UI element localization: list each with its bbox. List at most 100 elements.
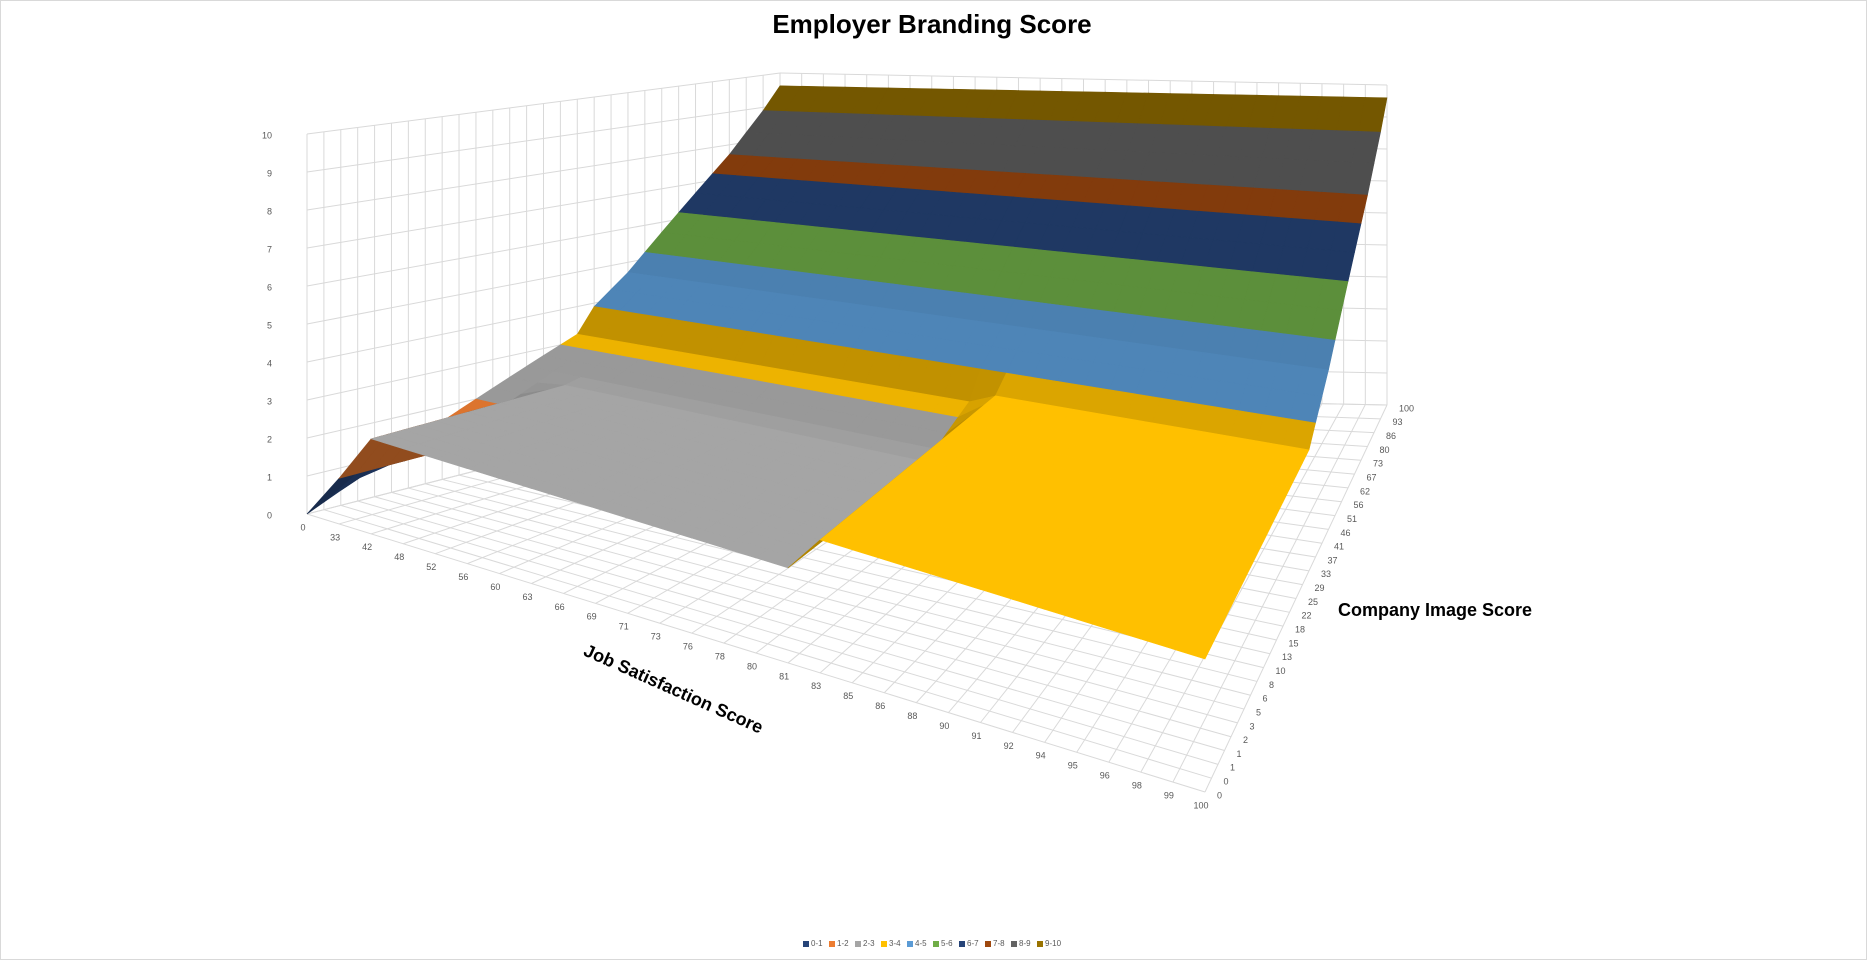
legend-label: 0-1 — [811, 939, 823, 948]
depth-tick-label: 2 — [1243, 735, 1248, 745]
x-tick-label: 90 — [939, 721, 949, 731]
x-tick-label: 63 — [522, 592, 532, 602]
x-tick-label: 33 — [330, 532, 340, 542]
legend-label: 9-10 — [1045, 939, 1062, 948]
x-tick-label: 81 — [779, 671, 789, 681]
legend-label: 8-9 — [1019, 939, 1031, 948]
legend-swatch — [855, 941, 861, 947]
x-tick-label: 96 — [1100, 771, 1110, 781]
x-tick-label: 71 — [619, 622, 629, 632]
depth-tick-label: 86 — [1386, 431, 1396, 441]
legend-swatch — [1011, 941, 1017, 947]
x-tick-label: 42 — [362, 542, 372, 552]
depth-tick-label: 13 — [1282, 652, 1292, 662]
legend-swatch — [1037, 941, 1043, 947]
grid-line — [306, 104, 781, 173]
grid-line — [779, 72, 1388, 86]
z-tick-label: 6 — [267, 282, 272, 292]
legend-label: 3-4 — [889, 939, 901, 948]
z-tick-label: 7 — [267, 244, 272, 254]
floor-line — [357, 500, 1225, 752]
z-tick-label: 1 — [267, 472, 272, 482]
legend-label: 4-5 — [915, 939, 927, 948]
x-tick-label: 98 — [1132, 781, 1142, 791]
legend-label: 1-2 — [837, 939, 849, 948]
x-tick-label: 94 — [1036, 751, 1046, 761]
depth-tick-label: 62 — [1360, 486, 1370, 496]
legend-label: 2-3 — [863, 939, 875, 948]
floor-line — [323, 509, 1212, 779]
depth-tick-label: 1 — [1230, 763, 1235, 773]
x-tick-label: 60 — [490, 582, 500, 592]
depth-tick-label: 1 — [1237, 749, 1242, 759]
x-tick-label: 78 — [715, 651, 725, 661]
z-tick-label: 8 — [267, 206, 272, 216]
x-tick-label: 95 — [1068, 761, 1078, 771]
grid-line — [306, 168, 781, 249]
x-tick-label: 73 — [651, 632, 661, 642]
z-tick-label: 3 — [267, 396, 272, 406]
depth-tick-label: 10 — [1276, 666, 1286, 676]
x-tick-label: 0 — [300, 522, 305, 532]
depth-tick-label: 37 — [1328, 555, 1338, 565]
floor-line — [408, 487, 1245, 710]
x-tick-label: 100 — [1193, 800, 1208, 810]
depth-tick-label: 46 — [1341, 528, 1351, 538]
x-tick-label: 69 — [587, 612, 597, 622]
depth-tick-label: 93 — [1393, 417, 1403, 427]
depth-tick-label: 25 — [1308, 597, 1318, 607]
z-tick-label: 10 — [262, 130, 272, 140]
z-tick-label: 2 — [267, 434, 272, 444]
x-tick-label: 99 — [1164, 790, 1174, 800]
z-tick-label: 0 — [267, 510, 272, 520]
legend-swatch — [933, 941, 939, 947]
depth-tick-label: 73 — [1373, 459, 1383, 469]
legend-swatch — [803, 941, 809, 947]
x-tick-label: 85 — [843, 691, 853, 701]
depth-tick-label: 8 — [1269, 680, 1274, 690]
depth-tick-label: 29 — [1315, 583, 1325, 593]
depth-tick-label: 51 — [1347, 514, 1357, 524]
depth-tick-label: 0 — [1217, 790, 1222, 800]
grid-line — [306, 72, 781, 135]
surface-cell — [1172, 635, 1212, 660]
depth-tick-label: 0 — [1224, 777, 1229, 787]
x-tick-label: 83 — [811, 681, 821, 691]
x-tick-label: 80 — [747, 661, 757, 671]
legend-swatch — [881, 941, 887, 947]
legend-label: 7-8 — [993, 939, 1005, 948]
z-tick-label: 4 — [267, 358, 272, 368]
legend-swatch — [985, 941, 991, 947]
floor-line — [340, 504, 1219, 765]
depth-tick-label: 67 — [1367, 472, 1377, 482]
x-tick-label: 48 — [394, 552, 404, 562]
depth-tick-label: 100 — [1399, 403, 1414, 413]
floor-line — [442, 478, 1258, 682]
grid-line — [306, 136, 781, 211]
depth-tick-label: 33 — [1321, 569, 1331, 579]
x-tick-label: 92 — [1004, 741, 1014, 751]
legend-label: 6-7 — [967, 939, 979, 948]
x-tick-label: 52 — [426, 562, 436, 572]
legend-label: 5-6 — [941, 939, 953, 948]
floor-line — [425, 483, 1251, 696]
depth-tick-label: 80 — [1380, 445, 1390, 455]
floor-line — [374, 496, 1232, 738]
x-tick-label: 86 — [875, 701, 885, 711]
depth-tick-label: 22 — [1302, 611, 1312, 621]
x-tick-label: 56 — [458, 572, 468, 582]
depth-tick-label: 41 — [1334, 542, 1344, 552]
floor-line — [391, 491, 1238, 724]
x-tick-label: 88 — [907, 711, 917, 721]
z-tick-label: 5 — [267, 320, 272, 330]
legend-swatch — [829, 941, 835, 947]
z-tick-label: 9 — [267, 168, 272, 178]
depth-tick-label: 56 — [1354, 500, 1364, 510]
depth-tick-label: 6 — [1263, 694, 1268, 704]
legend-swatch — [907, 941, 913, 947]
depth-axis-title: Company Image Score — [1338, 600, 1532, 620]
x-tick-label: 91 — [971, 731, 981, 741]
depth-tick-label: 5 — [1256, 707, 1261, 717]
depth-tick-label: 15 — [1289, 638, 1299, 648]
